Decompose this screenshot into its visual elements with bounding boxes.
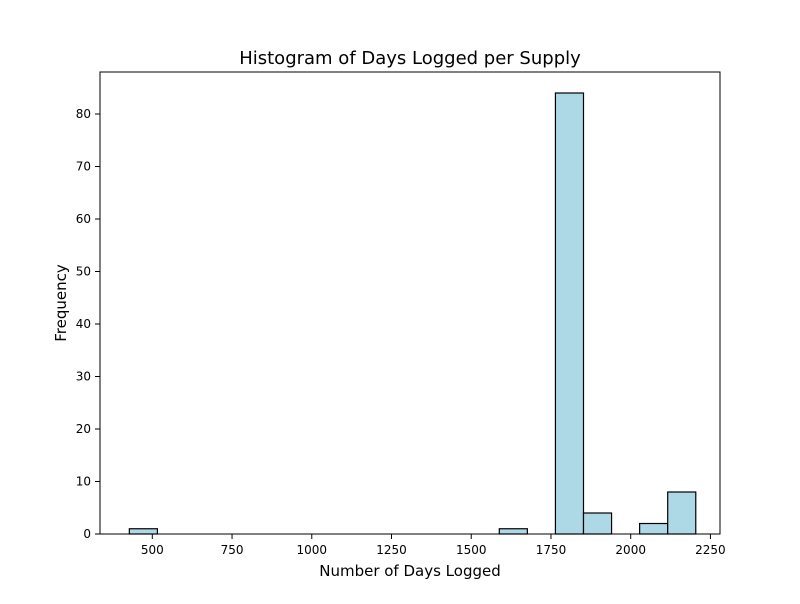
histogram-bar-4: [639, 522, 669, 535]
x-tick-label-2: 1000: [296, 543, 327, 557]
x-tick-label-5: 1750: [536, 543, 567, 557]
histogram-bar-1: [498, 528, 528, 535]
y-tick-label-0: 0: [83, 527, 91, 541]
y-axis-label: Frequency: [52, 264, 70, 342]
x-tick-label-0: 500: [141, 543, 164, 557]
plot-frame: [99, 71, 721, 535]
x-tick-label-3: 1250: [376, 543, 407, 557]
y-tick-label-2: 20: [76, 422, 91, 436]
y-tick-label-3: 30: [76, 370, 91, 384]
y-tick-label-4: 40: [76, 317, 91, 331]
y-tick-label-7: 70: [76, 160, 91, 174]
y-tick-label-5: 50: [76, 265, 91, 279]
y-tick-label-1: 10: [76, 475, 91, 489]
histogram-bar-3: [582, 512, 613, 535]
x-tick-label-4: 1500: [456, 543, 487, 557]
y-tick-label-6: 60: [76, 212, 91, 226]
bars-group: [128, 92, 697, 535]
x-tick-label-6: 2000: [615, 543, 646, 557]
x-tick-label-7: 2250: [695, 543, 726, 557]
histogram-bar-0: [128, 528, 159, 535]
x-axis: 500 750 1000 1250 1500 1750 2000 2250: [141, 534, 726, 557]
y-tick-label-8: 80: [76, 107, 91, 121]
x-axis-label: Number of Days Logged: [319, 562, 501, 580]
chart-title: Histogram of Days Logged per Supply: [239, 48, 581, 69]
histogram-bar-5: [667, 491, 697, 535]
x-tick-label-1: 750: [221, 543, 244, 557]
y-axis: 0 10 20 30 40 50 60 70 80: [76, 107, 100, 541]
histogram-bar-2: [554, 92, 585, 535]
